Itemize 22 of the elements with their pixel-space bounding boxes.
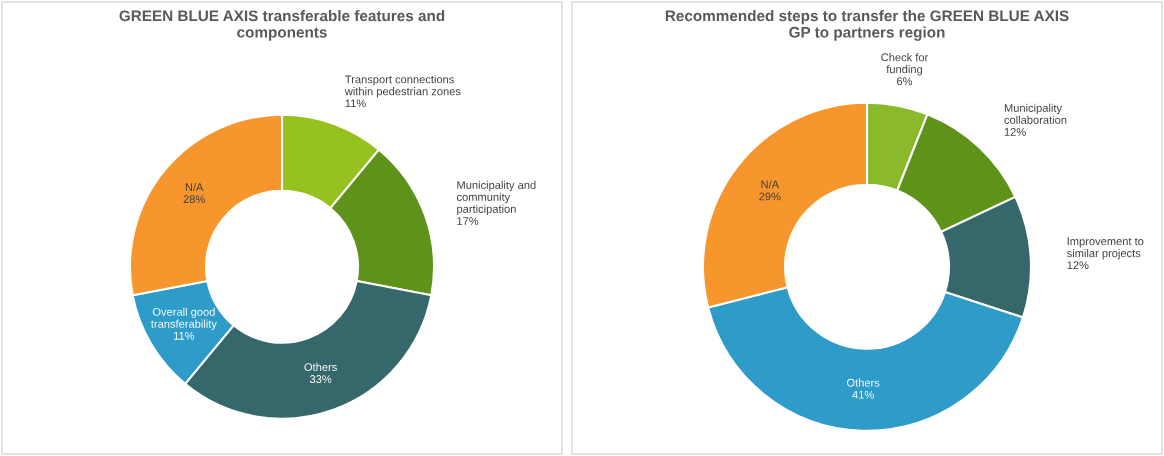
slice-label: Check for funding xyxy=(881,53,929,76)
chart-title: Recommended steps to transfer the GREEN BLUE AXIS GP to partners region xyxy=(665,10,1069,41)
data-label: 6% xyxy=(897,77,913,86)
slice-label: Others xyxy=(846,378,880,387)
data-label: 12% xyxy=(1067,261,1089,270)
data-label: 12% xyxy=(1004,127,1026,136)
slice-label: Overall good transferability xyxy=(151,307,217,330)
data-label: 17% xyxy=(457,217,479,225)
data-label: 28% xyxy=(183,195,205,204)
slice-label: Municipality and community participation xyxy=(456,180,536,216)
data-label: 11% xyxy=(345,99,366,108)
slice-label: Others xyxy=(304,362,337,372)
data-label: 29% xyxy=(759,192,781,201)
slice-label: N/A xyxy=(185,182,204,192)
data-label: 33% xyxy=(309,375,332,383)
slice-label: Transport connections within pedestrian zones xyxy=(344,75,461,98)
slice-label: Municipality collaboration xyxy=(1004,103,1067,124)
data-label: 41% xyxy=(852,390,874,399)
slice-label: Improvement to similar projects xyxy=(1066,237,1144,260)
slice-label: N/A xyxy=(761,180,780,189)
chart-title: GREEN BLUE AXIS transferable features and components xyxy=(119,10,445,41)
data-label: 11% xyxy=(174,331,195,340)
